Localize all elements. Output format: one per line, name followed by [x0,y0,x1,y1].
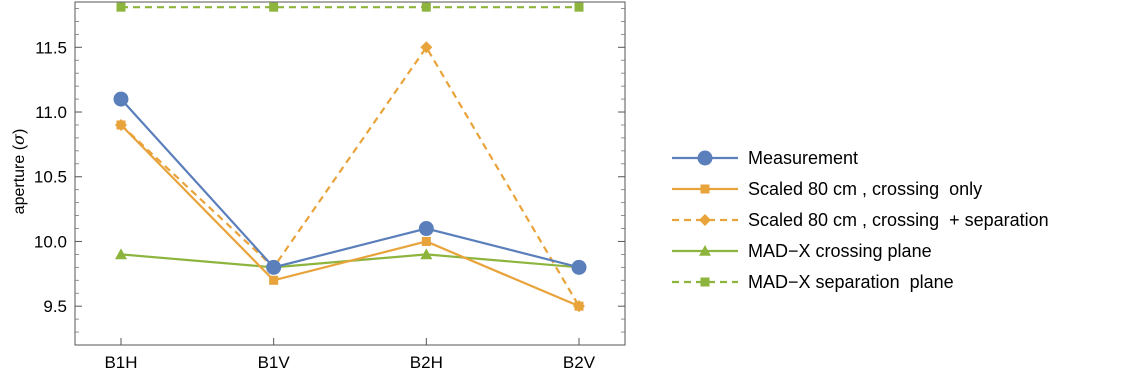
data-point [420,248,433,260]
legend-item-2: Scaled 80 cm , crossing only [672,179,982,199]
legend-item-5: MAD−X separation plane [672,272,954,292]
legend-item-1: Measurement [672,148,858,168]
legend-label: Measurement [748,148,858,168]
data-point [269,275,279,285]
data-point [418,221,434,237]
legend-item-4: MAD−X crossing plane [672,241,932,261]
data-point [571,259,587,275]
legend-label: Scaled 80 cm , crossing + separation [748,210,1049,230]
data-point [421,2,431,12]
plot-area: 9.5 10.0 10.5 11.0 11.5 B1H B1V B2H B2V aperture … [9,1,626,372]
legend-label: MAD−X separation plane [748,272,954,292]
x-tick-label: B1H [104,353,137,372]
y-tick-label: 10.5 [34,168,67,187]
legend-marker [700,184,710,194]
data-point [113,91,129,107]
data-point [574,301,584,311]
y-axis-title: aperture (σ) [9,129,28,215]
y-tick-label: 9.5 [43,297,67,316]
legend-marker [699,245,711,256]
data-point [266,259,282,275]
legend-marker [697,150,713,166]
legend-label: MAD−X crossing plane [748,241,932,261]
data-point [269,2,279,12]
data-point [574,2,584,12]
legend: Measurement Scaled 80 cm , crossing only S… [672,148,1049,292]
data-point [115,248,127,260]
x-tick-label: B2H [410,353,443,372]
legend-item-3: Scaled 80 cm , crossing + separation [672,210,1049,230]
series-2 [116,120,584,311]
plot-frame [74,1,626,346]
legend-label: Scaled 80 cm , crossing only [748,179,982,199]
series-3 [115,41,585,313]
series-5 [116,2,584,12]
data-point [420,41,433,54]
legend-marker [700,277,710,287]
series-line [120,45,580,307]
series-line [120,98,580,269]
y-tick-label: 11.5 [35,38,67,57]
data-point [116,120,126,130]
x-tick-label: B2V [563,353,596,372]
x-tick-label: B1V [258,353,291,372]
series-1 [113,91,587,275]
legend-marker [699,214,711,226]
y-tick-label: 10.0 [34,232,67,251]
y-tick-label: 11.0 [35,103,67,122]
data-point [116,2,126,12]
series-line [120,124,580,308]
data-point [421,236,431,246]
